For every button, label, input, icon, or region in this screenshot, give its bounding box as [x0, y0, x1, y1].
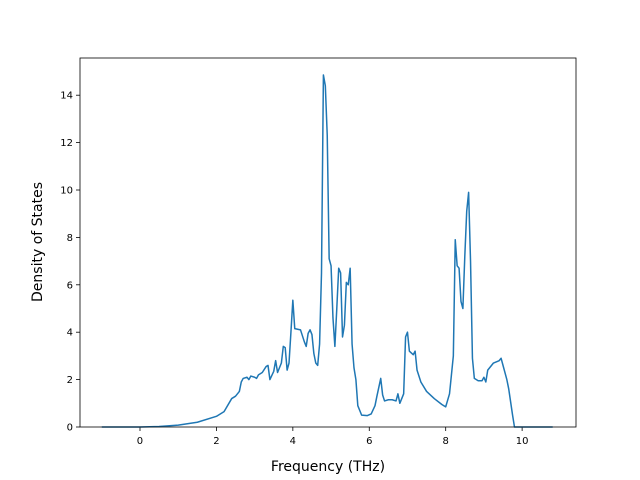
y-axis-title: Density of States [30, 182, 46, 302]
x-axis-title: Frequency (THz) [271, 459, 385, 475]
x-tick-label: 10 [516, 436, 529, 447]
y-tick-label: 2 [67, 375, 73, 386]
x-tick-label: 8 [443, 436, 449, 447]
y-tick-label: 12 [60, 138, 73, 149]
line-series [101, 74, 553, 428]
y-tick-label: 14 [60, 91, 73, 102]
y-tick-label: 10 [60, 186, 73, 197]
x-tick-label: 6 [366, 436, 372, 447]
x-tick-label: 2 [213, 436, 219, 447]
y-tick-label: 4 [67, 328, 73, 339]
y-tick-label: 6 [67, 280, 73, 291]
x-tick-label: 4 [290, 436, 296, 447]
plot-frame [79, 57, 577, 428]
y-tick-label: 8 [67, 233, 73, 244]
x-tick-label: 0 [137, 436, 143, 447]
y-tick-label: 0 [67, 423, 73, 434]
